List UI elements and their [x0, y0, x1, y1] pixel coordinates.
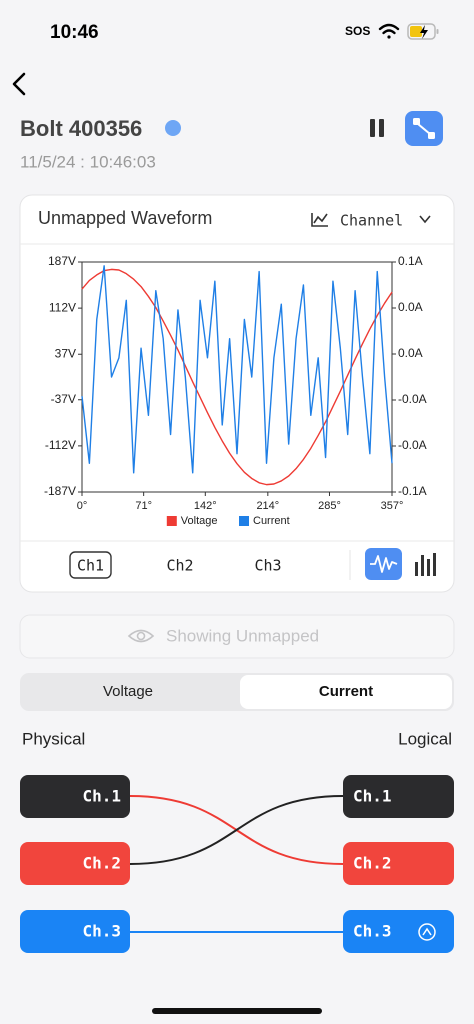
- y2-tick-label: 0.1A: [398, 254, 423, 268]
- channel-dropdown[interactable]: Channel: [340, 212, 403, 230]
- y2-tick-label: -0.0A: [398, 438, 427, 452]
- channel-status-icon: [418, 923, 436, 941]
- timestamp: 11/5/24 : 10:46:03: [20, 152, 156, 171]
- status-carrier: SOS: [345, 24, 370, 38]
- physical-channel[interactable]: [20, 910, 130, 953]
- pause-button[interactable]: [370, 119, 384, 137]
- logical-channel[interactable]: [343, 910, 454, 953]
- show-unmapped-button[interactable]: [19, 614, 455, 659]
- legend-swatch: [239, 516, 249, 526]
- battery-icon: [407, 23, 439, 40]
- device-title: Bolt 400356: [20, 116, 142, 141]
- channel-tab[interactable]: Ch3: [254, 557, 281, 575]
- physical-channel[interactable]: [20, 842, 130, 885]
- x-tick-label: 357°: [381, 500, 404, 512]
- logical-channel-label: Ch.1: [353, 787, 392, 806]
- y2-tick-label: 0.0A: [398, 346, 423, 360]
- waveform-view-button[interactable]: [365, 548, 402, 580]
- plot-frame: [81, 261, 393, 493]
- legend-label: Voltage: [181, 515, 218, 527]
- physical-channel-label: Ch.2: [82, 854, 121, 873]
- segment-selected: [240, 675, 452, 709]
- legend-swatch: [166, 516, 177, 526]
- mapping-button[interactable]: [405, 111, 443, 146]
- x-tick-label: 285°: [318, 500, 341, 512]
- series-line: [81, 265, 393, 474]
- x-tick-label: 214°: [256, 500, 279, 512]
- chart-type-icon: [311, 213, 328, 227]
- segment-option[interactable]: Current: [319, 683, 373, 700]
- mapping-wire: [129, 795, 344, 865]
- y2-tick-label: 0.0A: [398, 300, 423, 314]
- segment-option[interactable]: Voltage: [103, 683, 153, 700]
- logical-label: Logical: [398, 729, 452, 748]
- y-tick-label: 112V: [49, 300, 76, 314]
- y2-tick-label: -0.0A: [398, 392, 427, 406]
- card-title: Unmapped Waveform: [38, 208, 212, 228]
- channel-tab[interactable]: Ch2: [166, 557, 193, 575]
- waveform-chart: 187V 112V 37V -37V -112V -187V 0.1A 0.0A 0.0A -0.…: [44, 254, 427, 527]
- physical-channel-label: Ch.1: [82, 787, 121, 806]
- tab-selected-frame: [69, 551, 112, 579]
- x-tick-label: 142°: [194, 500, 217, 512]
- y2-tick-label: -0.1A: [398, 484, 427, 498]
- logical-channel-label: Ch.2: [353, 854, 392, 873]
- logical-channel[interactable]: [343, 775, 454, 818]
- home-indicator: [152, 1008, 322, 1014]
- y-tick-label: -187V: [44, 484, 76, 498]
- logical-channel[interactable]: [343, 842, 454, 885]
- show-unmapped-label: Showing Unmapped: [166, 626, 319, 645]
- chart-card: [19, 194, 455, 593]
- y-tick-label: 37V: [55, 346, 76, 360]
- spectrum-view-button[interactable]: [415, 553, 436, 576]
- dropdown-chevron: [419, 215, 431, 224]
- back-button[interactable]: [12, 72, 26, 96]
- channel-tab[interactable]: Ch1: [77, 557, 104, 575]
- y-tick-label: 187V: [48, 254, 76, 268]
- x-tick-label: 71°: [135, 500, 152, 512]
- series-line: [81, 268, 393, 486]
- logical-channel-label: Ch.3: [353, 922, 392, 941]
- y-tick-label: -112V: [45, 438, 76, 452]
- physical-channel[interactable]: [20, 775, 130, 818]
- legend-label: Current: [253, 515, 290, 527]
- status-dot: [165, 120, 181, 136]
- wifi-icon: [378, 23, 400, 39]
- physical-channel-label: Ch.3: [82, 922, 121, 941]
- x-tick-label: 0°: [77, 500, 88, 512]
- eye-icon: [127, 629, 155, 643]
- physical-label: Physical: [22, 729, 85, 748]
- status-time: 10:46: [50, 22, 99, 43]
- y-tick-label: -37V: [51, 392, 76, 406]
